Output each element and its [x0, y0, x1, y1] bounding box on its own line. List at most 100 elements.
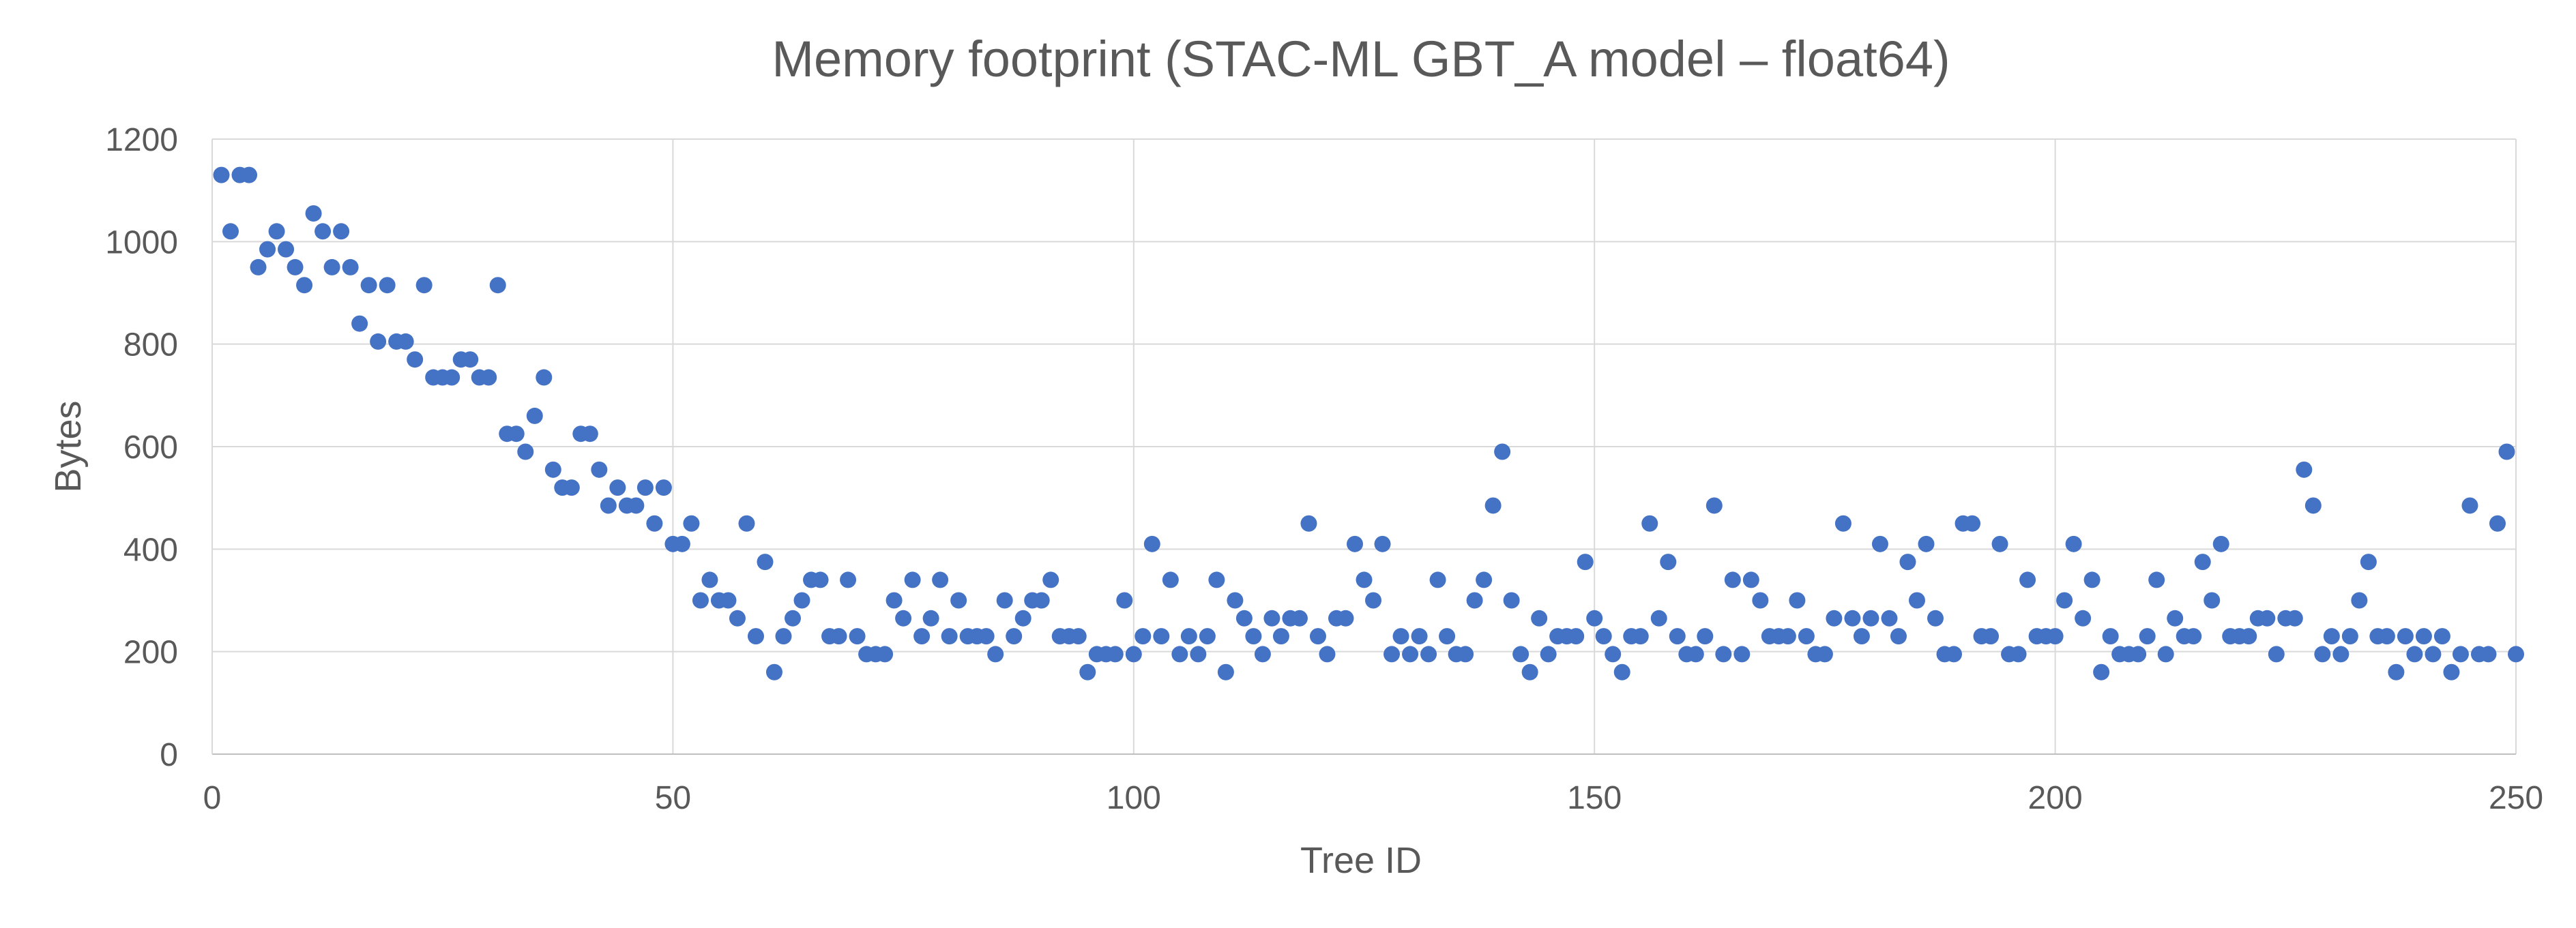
data-point: [655, 479, 672, 496]
data-point: [314, 223, 332, 240]
data-point: [1871, 535, 1888, 552]
x-axis-title: Tree ID: [1300, 840, 1422, 881]
data-point: [1291, 610, 1308, 627]
data-point: [1632, 628, 1649, 645]
data-point: [2286, 610, 2303, 627]
data-point: [1107, 646, 1124, 663]
data-point: [259, 241, 276, 258]
data-point: [812, 571, 829, 588]
data-point: [1042, 571, 1059, 588]
data-point: [1531, 610, 1548, 627]
data-point: [2415, 628, 2432, 645]
data-point: [922, 610, 939, 627]
data-point: [2296, 461, 2313, 478]
data-point: [268, 223, 285, 240]
data-point: [1116, 592, 1133, 609]
data-point: [250, 258, 267, 275]
data-point: [480, 369, 497, 386]
data-point: [2332, 646, 2350, 663]
data-point: [1853, 628, 1870, 645]
data-point: [1337, 610, 1354, 627]
data-point: [2065, 535, 2082, 552]
data-point: [1227, 592, 1244, 609]
data-point: [1946, 646, 1963, 663]
data-point: [646, 515, 663, 532]
data-point: [2314, 646, 2331, 663]
data-point: [2139, 628, 2156, 645]
data-point: [2019, 571, 2036, 588]
y-tick-label: 1200: [105, 122, 178, 158]
data-point: [765, 663, 782, 680]
data-point: [1384, 646, 1401, 663]
data-point: [2425, 646, 2442, 663]
data-point: [2480, 646, 2497, 663]
data-point: [1521, 663, 1538, 680]
data-point: [1991, 535, 2008, 552]
data-point: [1125, 646, 1142, 663]
data-point: [2443, 663, 2460, 680]
x-tick-label: 150: [1567, 780, 1622, 816]
data-point: [462, 351, 479, 368]
data-point: [287, 258, 304, 275]
y-tick-label: 800: [123, 327, 178, 363]
data-point: [2388, 663, 2405, 680]
data-point: [1862, 610, 1879, 627]
data-point: [2194, 554, 2211, 571]
axes: [211, 139, 2516, 755]
data-point: [1272, 628, 1289, 645]
x-tick-label: 100: [1107, 780, 1161, 816]
data-point: [296, 277, 313, 294]
data-point: [996, 592, 1013, 609]
data-point: [757, 554, 774, 571]
data-point: [1309, 628, 1326, 645]
data-point: [1411, 628, 1428, 645]
data-point: [941, 628, 958, 645]
y-tick-label: 400: [123, 532, 178, 568]
data-point: [636, 479, 654, 496]
data-point: [1439, 628, 1456, 645]
y-tick-label: 600: [123, 430, 178, 466]
data-point: [1650, 610, 1667, 627]
data-point: [849, 628, 866, 645]
data-point: [1171, 646, 1188, 663]
data-point: [1789, 592, 1806, 609]
x-tick-label: 0: [203, 780, 222, 816]
data-point: [1844, 610, 1861, 627]
data-point: [333, 223, 350, 240]
data-point: [785, 610, 802, 627]
data-point: [397, 333, 414, 350]
data-point: [1199, 628, 1216, 645]
data-point: [1494, 443, 1511, 460]
data-point: [1033, 592, 1050, 609]
data-point: [1392, 628, 1409, 645]
data-point: [2406, 646, 2423, 663]
data-point: [1374, 535, 1391, 552]
data-point: [213, 166, 230, 183]
data-point: [2212, 535, 2229, 552]
data-point: [241, 166, 258, 183]
data-point: [508, 425, 525, 443]
data-point: [1577, 554, 1594, 571]
data-point: [2130, 646, 2147, 663]
data-point: [895, 610, 912, 627]
x-tick-label: 250: [2489, 780, 2543, 816]
data-point: [2323, 628, 2340, 645]
data-point: [775, 628, 792, 645]
data-point: [2204, 592, 2221, 609]
data-point: [2259, 610, 2276, 627]
data-point: [2240, 628, 2257, 645]
data-point: [1918, 535, 1935, 552]
data-point: [609, 479, 626, 496]
data-point: [2351, 592, 2368, 609]
data-point: [2010, 646, 2027, 663]
data-point: [1733, 646, 1751, 663]
data-point: [1697, 628, 1714, 645]
data-point: [950, 592, 967, 609]
data-point: [1503, 592, 1520, 609]
data-point: [1135, 628, 1152, 645]
data-point: [877, 646, 894, 663]
data-point: [1245, 628, 1262, 645]
data-point: [729, 610, 746, 627]
